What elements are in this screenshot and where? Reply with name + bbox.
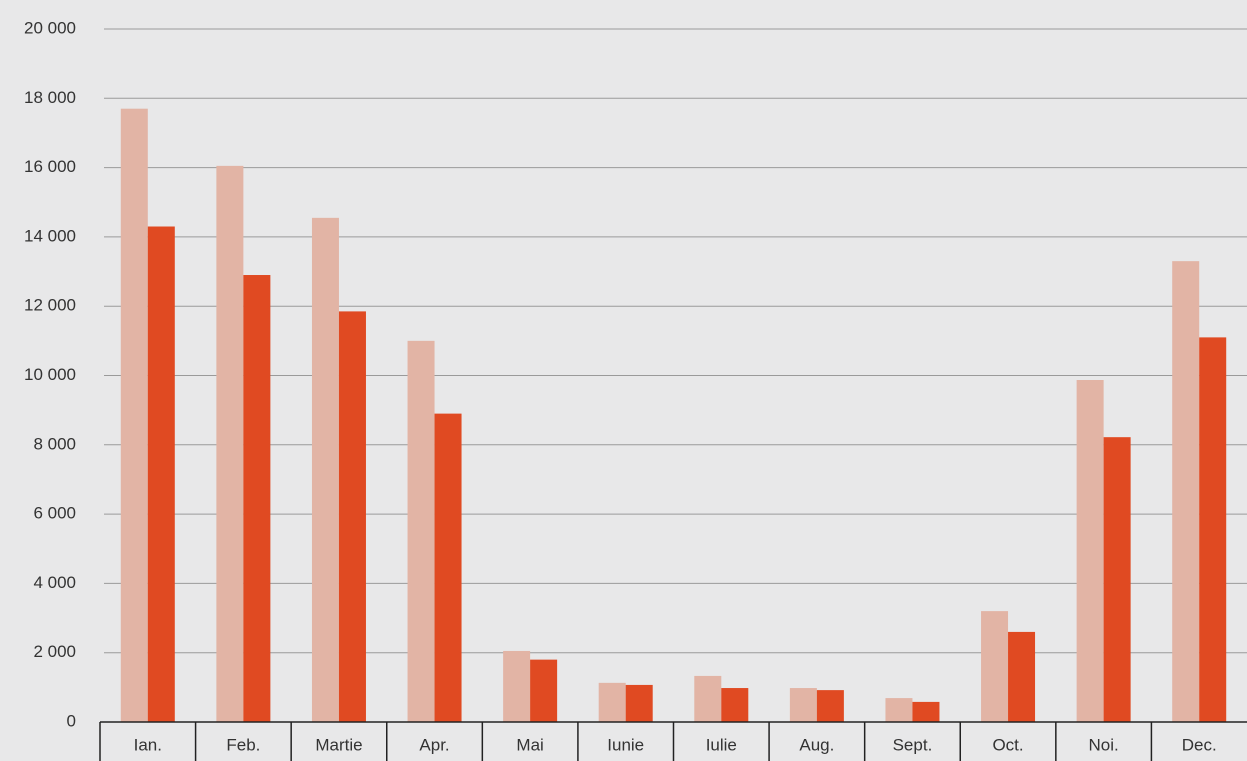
bar xyxy=(912,701,940,722)
bar xyxy=(1076,380,1104,722)
y-tick-label: 14 000 xyxy=(24,226,76,245)
bar xyxy=(885,698,913,722)
bar xyxy=(311,217,339,722)
y-tick-label: 2 000 xyxy=(33,642,76,661)
x-tick-label: Noi. xyxy=(1089,735,1119,754)
y-tick-label: 8 000 xyxy=(33,434,76,453)
x-tick-label: Mai xyxy=(516,735,543,754)
bar xyxy=(694,675,722,722)
y-tick-label: 0 xyxy=(67,711,76,730)
x-tick-label: Martie xyxy=(315,735,362,754)
y-tick-label: 18 000 xyxy=(24,88,76,107)
bar xyxy=(721,688,749,722)
bar xyxy=(338,311,366,722)
bar xyxy=(243,275,271,722)
bar xyxy=(503,650,531,722)
y-tick-label: 12 000 xyxy=(24,296,76,315)
y-tick-label: 10 000 xyxy=(24,365,76,384)
x-tick-label: Sept. xyxy=(893,735,933,754)
bar xyxy=(216,165,244,722)
x-tick-label: Dec. xyxy=(1182,735,1217,754)
x-tick-label: Aug. xyxy=(799,735,834,754)
bar xyxy=(407,340,435,722)
y-tick-label: 16 000 xyxy=(24,157,76,176)
bar xyxy=(789,688,817,722)
bar xyxy=(981,611,1009,722)
x-tick-label: Feb. xyxy=(226,735,260,754)
y-tick-label: 4 000 xyxy=(33,573,76,592)
bar xyxy=(1103,437,1131,722)
bar xyxy=(816,690,844,722)
y-tick-label: 6 000 xyxy=(33,504,76,523)
x-tick-label: Iulie xyxy=(706,735,737,754)
bar xyxy=(1199,337,1227,722)
bar xyxy=(120,108,148,722)
bar xyxy=(530,659,558,722)
x-tick-label: Iunie xyxy=(607,735,644,754)
bar xyxy=(147,226,175,722)
bar xyxy=(625,684,653,722)
y-tick-label: 20 000 xyxy=(24,18,76,37)
bar xyxy=(598,682,626,722)
x-tick-label: Oct. xyxy=(992,735,1023,754)
x-tick-label: Ian. xyxy=(134,735,162,754)
bar xyxy=(1008,631,1036,722)
x-tick-label: Apr. xyxy=(419,735,449,754)
bar xyxy=(434,413,462,722)
bar xyxy=(1172,261,1200,722)
